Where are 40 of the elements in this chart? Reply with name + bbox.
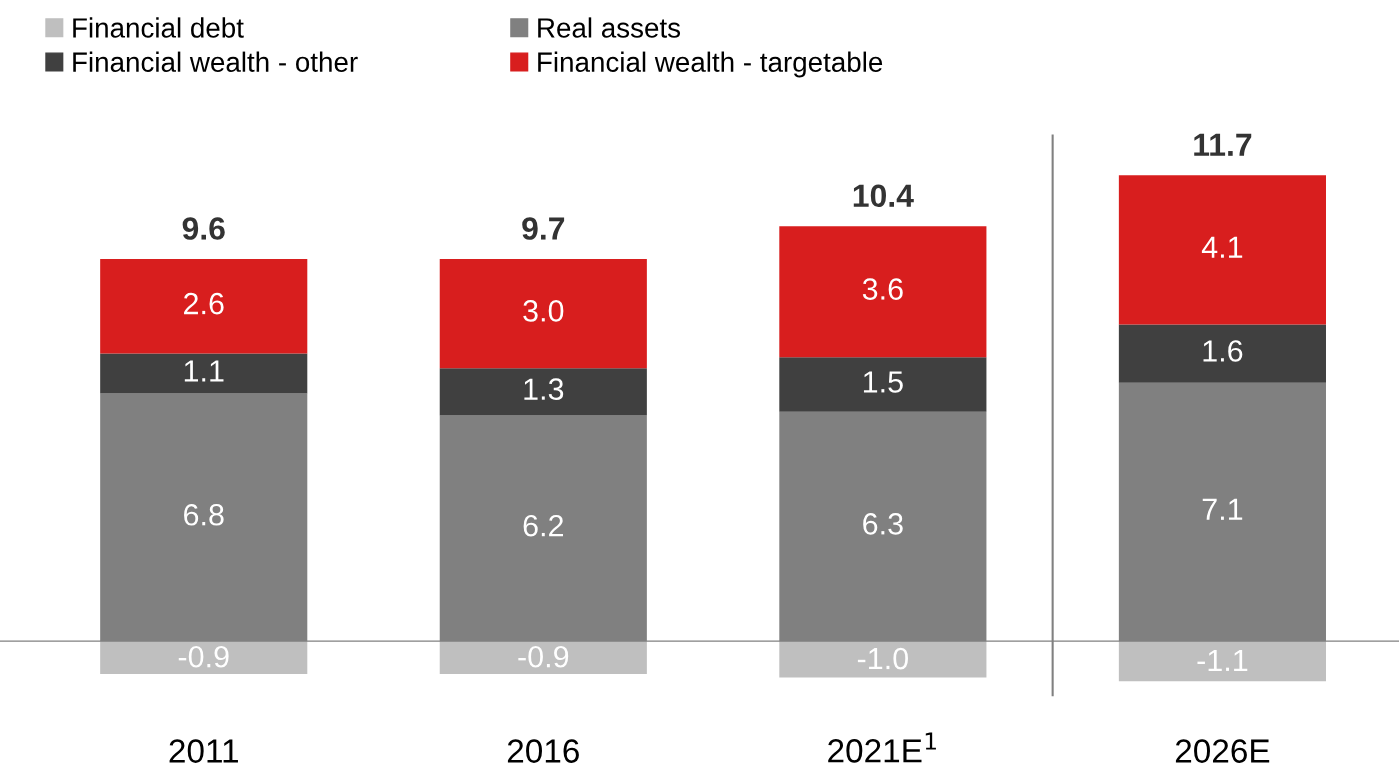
bar (100, 641, 308, 674)
data-label: 6.2 (523, 514, 564, 537)
data-label: 3.0 (523, 300, 564, 322)
legend-label: Financial wealth - other (73, 51, 358, 72)
data-label: 1.5 (863, 371, 903, 393)
data-label: 3.6 (862, 278, 903, 300)
total-label: 9.6 (182, 217, 225, 240)
total-label: 9.7 (522, 217, 565, 240)
bar (779, 226, 987, 358)
bar (1118, 324, 1326, 383)
bar (779, 641, 987, 678)
legend-label: Financial wealth - targetable (538, 51, 883, 78)
legend-label: Real assets (538, 17, 681, 38)
data-label: -1.0 (857, 647, 908, 670)
data-label: -1.1 (1197, 649, 1248, 671)
bar (100, 353, 308, 394)
data-label: 6.8 (184, 503, 224, 526)
data-label: 1.1 (184, 360, 224, 382)
data-label: 4.1 (1201, 236, 1243, 258)
bar (1118, 175, 1326, 325)
bar (439, 641, 647, 674)
data-label: 6.3 (863, 513, 903, 535)
legend-label: Financial debt (73, 17, 244, 38)
bar (439, 258, 647, 369)
x-tick-label: 2016 (507, 739, 579, 763)
x-tick-label: 2021E$^{1}$ (828, 732, 936, 763)
x-tick-label: 2011 (169, 739, 238, 763)
data-label: -0.9 (178, 645, 229, 668)
data-label: -0.9 (518, 645, 569, 668)
data-label: 1.6 (1203, 340, 1243, 362)
bar (1118, 641, 1326, 682)
data-label: 2.6 (184, 292, 224, 315)
bar (439, 368, 647, 416)
bar (779, 357, 987, 412)
bar (100, 258, 308, 354)
x-tick-label: 2026E (1175, 739, 1270, 763)
data-label: 1.3 (524, 378, 564, 400)
total-label: 11.7 (1194, 133, 1252, 156)
data-label: 7.1 (1202, 498, 1243, 520)
total-label: 10.4 (853, 184, 914, 208)
